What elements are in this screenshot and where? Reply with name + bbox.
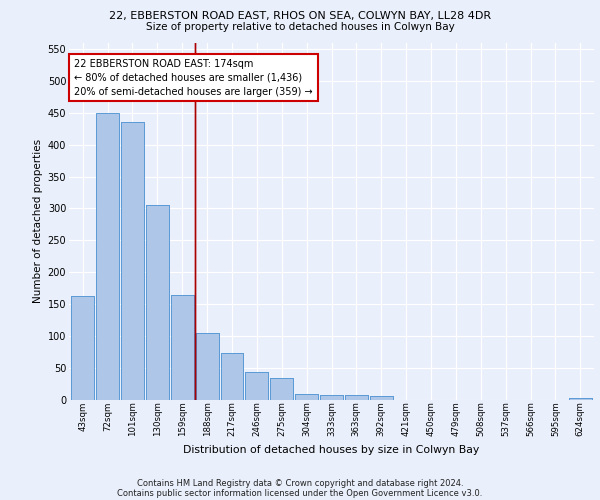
Bar: [96, 112, 119, 400]
Bar: [146, 206, 169, 400]
Text: Contains HM Land Registry data © Crown copyright and database right 2024.: Contains HM Land Registry data © Crown c…: [137, 478, 463, 488]
Bar: [270, 378, 293, 400]
Bar: [171, 294, 194, 400]
Text: 22 EBBERSTON ROAD EAST: 174sqm
← 80% of detached houses are smaller (1,436)
20% : 22 EBBERSTON ROAD EAST: 174sqm ← 80% of …: [74, 58, 313, 96]
Y-axis label: Number of detached properties: Number of detached properties: [34, 139, 43, 304]
Bar: [71, 296, 94, 400]
Bar: [245, 372, 268, 400]
Bar: [320, 395, 343, 400]
Bar: [196, 333, 218, 400]
Bar: [320, 395, 343, 400]
Bar: [146, 206, 169, 400]
Text: Size of property relative to detached houses in Colwyn Bay: Size of property relative to detached ho…: [146, 22, 454, 32]
Bar: [196, 333, 218, 400]
Bar: [295, 394, 318, 400]
Bar: [345, 395, 368, 400]
Bar: [569, 398, 592, 400]
Text: Contains public sector information licensed under the Open Government Licence v3: Contains public sector information licen…: [118, 488, 482, 498]
Bar: [245, 372, 268, 400]
Bar: [270, 378, 293, 400]
Bar: [370, 396, 393, 400]
Bar: [71, 296, 94, 400]
Bar: [221, 354, 244, 400]
Bar: [345, 395, 368, 400]
X-axis label: Distribution of detached houses by size in Colwyn Bay: Distribution of detached houses by size …: [184, 444, 479, 454]
Bar: [295, 394, 318, 400]
Text: 22, EBBERSTON ROAD EAST, RHOS ON SEA, COLWYN BAY, LL28 4DR: 22, EBBERSTON ROAD EAST, RHOS ON SEA, CO…: [109, 11, 491, 21]
Bar: [370, 396, 393, 400]
Bar: [121, 122, 144, 400]
Bar: [96, 112, 119, 400]
Bar: [121, 122, 144, 400]
Bar: [221, 354, 244, 400]
Bar: [171, 294, 194, 400]
Bar: [569, 398, 592, 400]
